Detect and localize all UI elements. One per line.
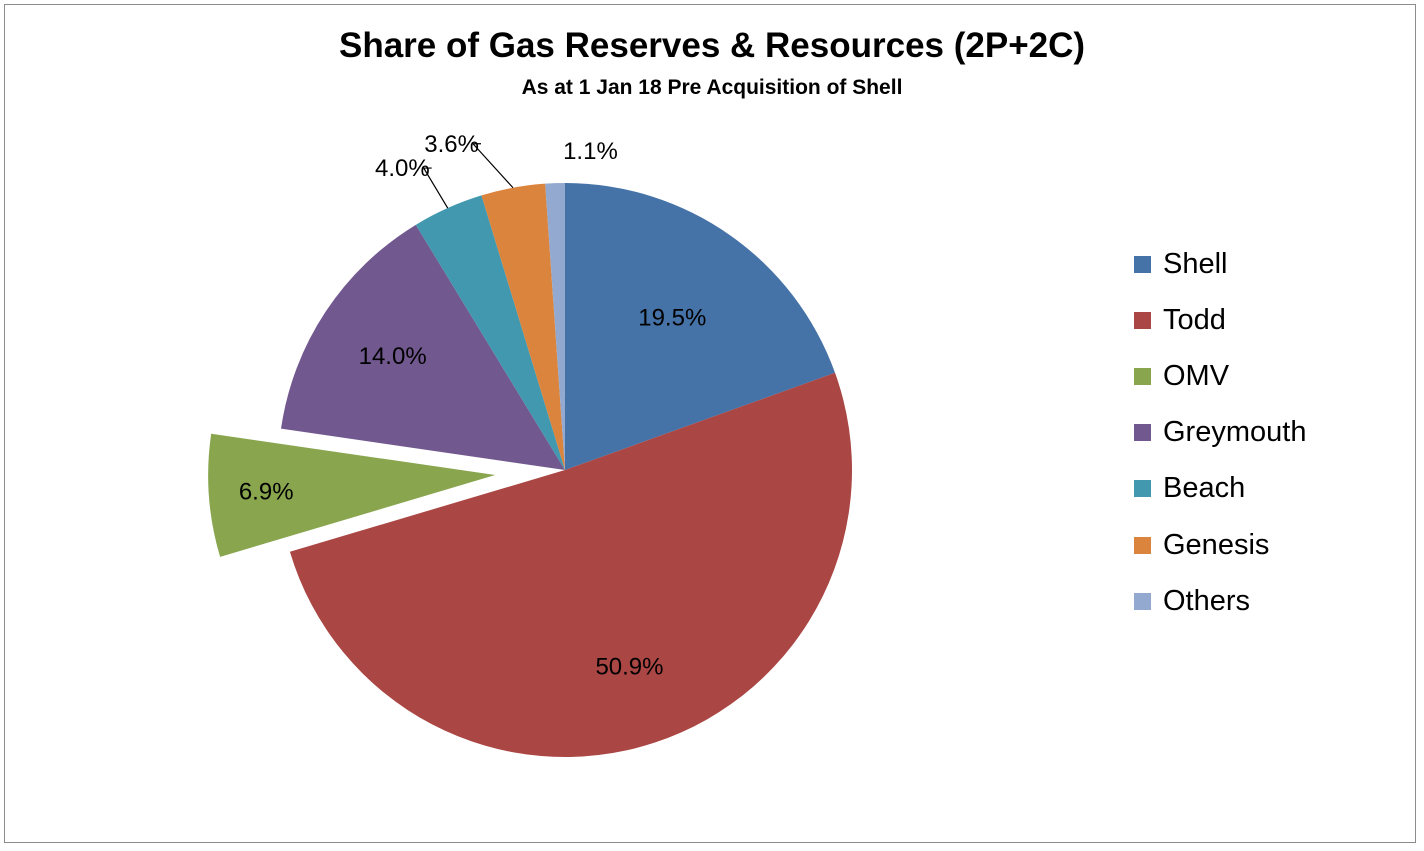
pie-slice-others — [545, 183, 565, 470]
leader-line-genesis — [471, 143, 514, 189]
chart-subtitle: As at 1 Jan 18 Pre Acquisition of Shell — [521, 76, 903, 99]
legend-label: Greymouth — [1163, 416, 1307, 449]
data-label-beach: 4.0% — [375, 155, 430, 182]
legend-item-others: Others — [1134, 573, 1306, 629]
legend-swatch — [1134, 367, 1151, 385]
pie-slice-todd — [289, 372, 853, 758]
data-label-others: 1.1% — [563, 138, 618, 165]
legend-item-shell: Shell — [1134, 236, 1306, 292]
legend-swatch — [1134, 536, 1151, 554]
data-label-greymouth: 14.0% — [359, 343, 427, 370]
legend-swatch — [1134, 480, 1151, 498]
legend-label: Shell — [1163, 247, 1228, 280]
data-label-todd: 50.9% — [595, 653, 663, 680]
chart-title: Share of Gas Reserves & Resources (2P+2C… — [338, 26, 1086, 65]
pie-slice-beach — [415, 195, 565, 470]
legend-swatch — [1134, 592, 1151, 610]
legend-item-genesis: Genesis — [1134, 517, 1306, 573]
data-label-genesis: 3.6% — [424, 131, 479, 158]
pie-slice-greymouth — [280, 224, 565, 470]
data-label-shell: 19.5% — [638, 304, 706, 331]
legend-label: Others — [1163, 584, 1251, 617]
legend-label: Todd — [1163, 303, 1226, 336]
legend-label: Genesis — [1163, 528, 1270, 561]
legend-swatch — [1134, 255, 1151, 273]
legend-label: OMV — [1163, 359, 1230, 392]
data-label-omv: 6.9% — [239, 479, 294, 506]
legend-item-todd: Todd — [1134, 292, 1306, 348]
legend-label: Beach — [1163, 472, 1246, 505]
pie-slice-genesis — [481, 183, 565, 470]
legend-swatch — [1134, 311, 1151, 329]
legend: Shell Todd OMV Greymouth Beach Genesis Others — [1134, 236, 1306, 629]
legend-item-beach: Beach — [1134, 461, 1306, 517]
pie-slice-shell — [565, 183, 836, 470]
legend-item-greymouth: Greymouth — [1134, 405, 1306, 461]
legend-item-omv: OMV — [1134, 348, 1306, 404]
pie-slice-omv — [208, 433, 496, 557]
leader-line-beach — [422, 167, 449, 209]
legend-swatch — [1134, 424, 1151, 442]
